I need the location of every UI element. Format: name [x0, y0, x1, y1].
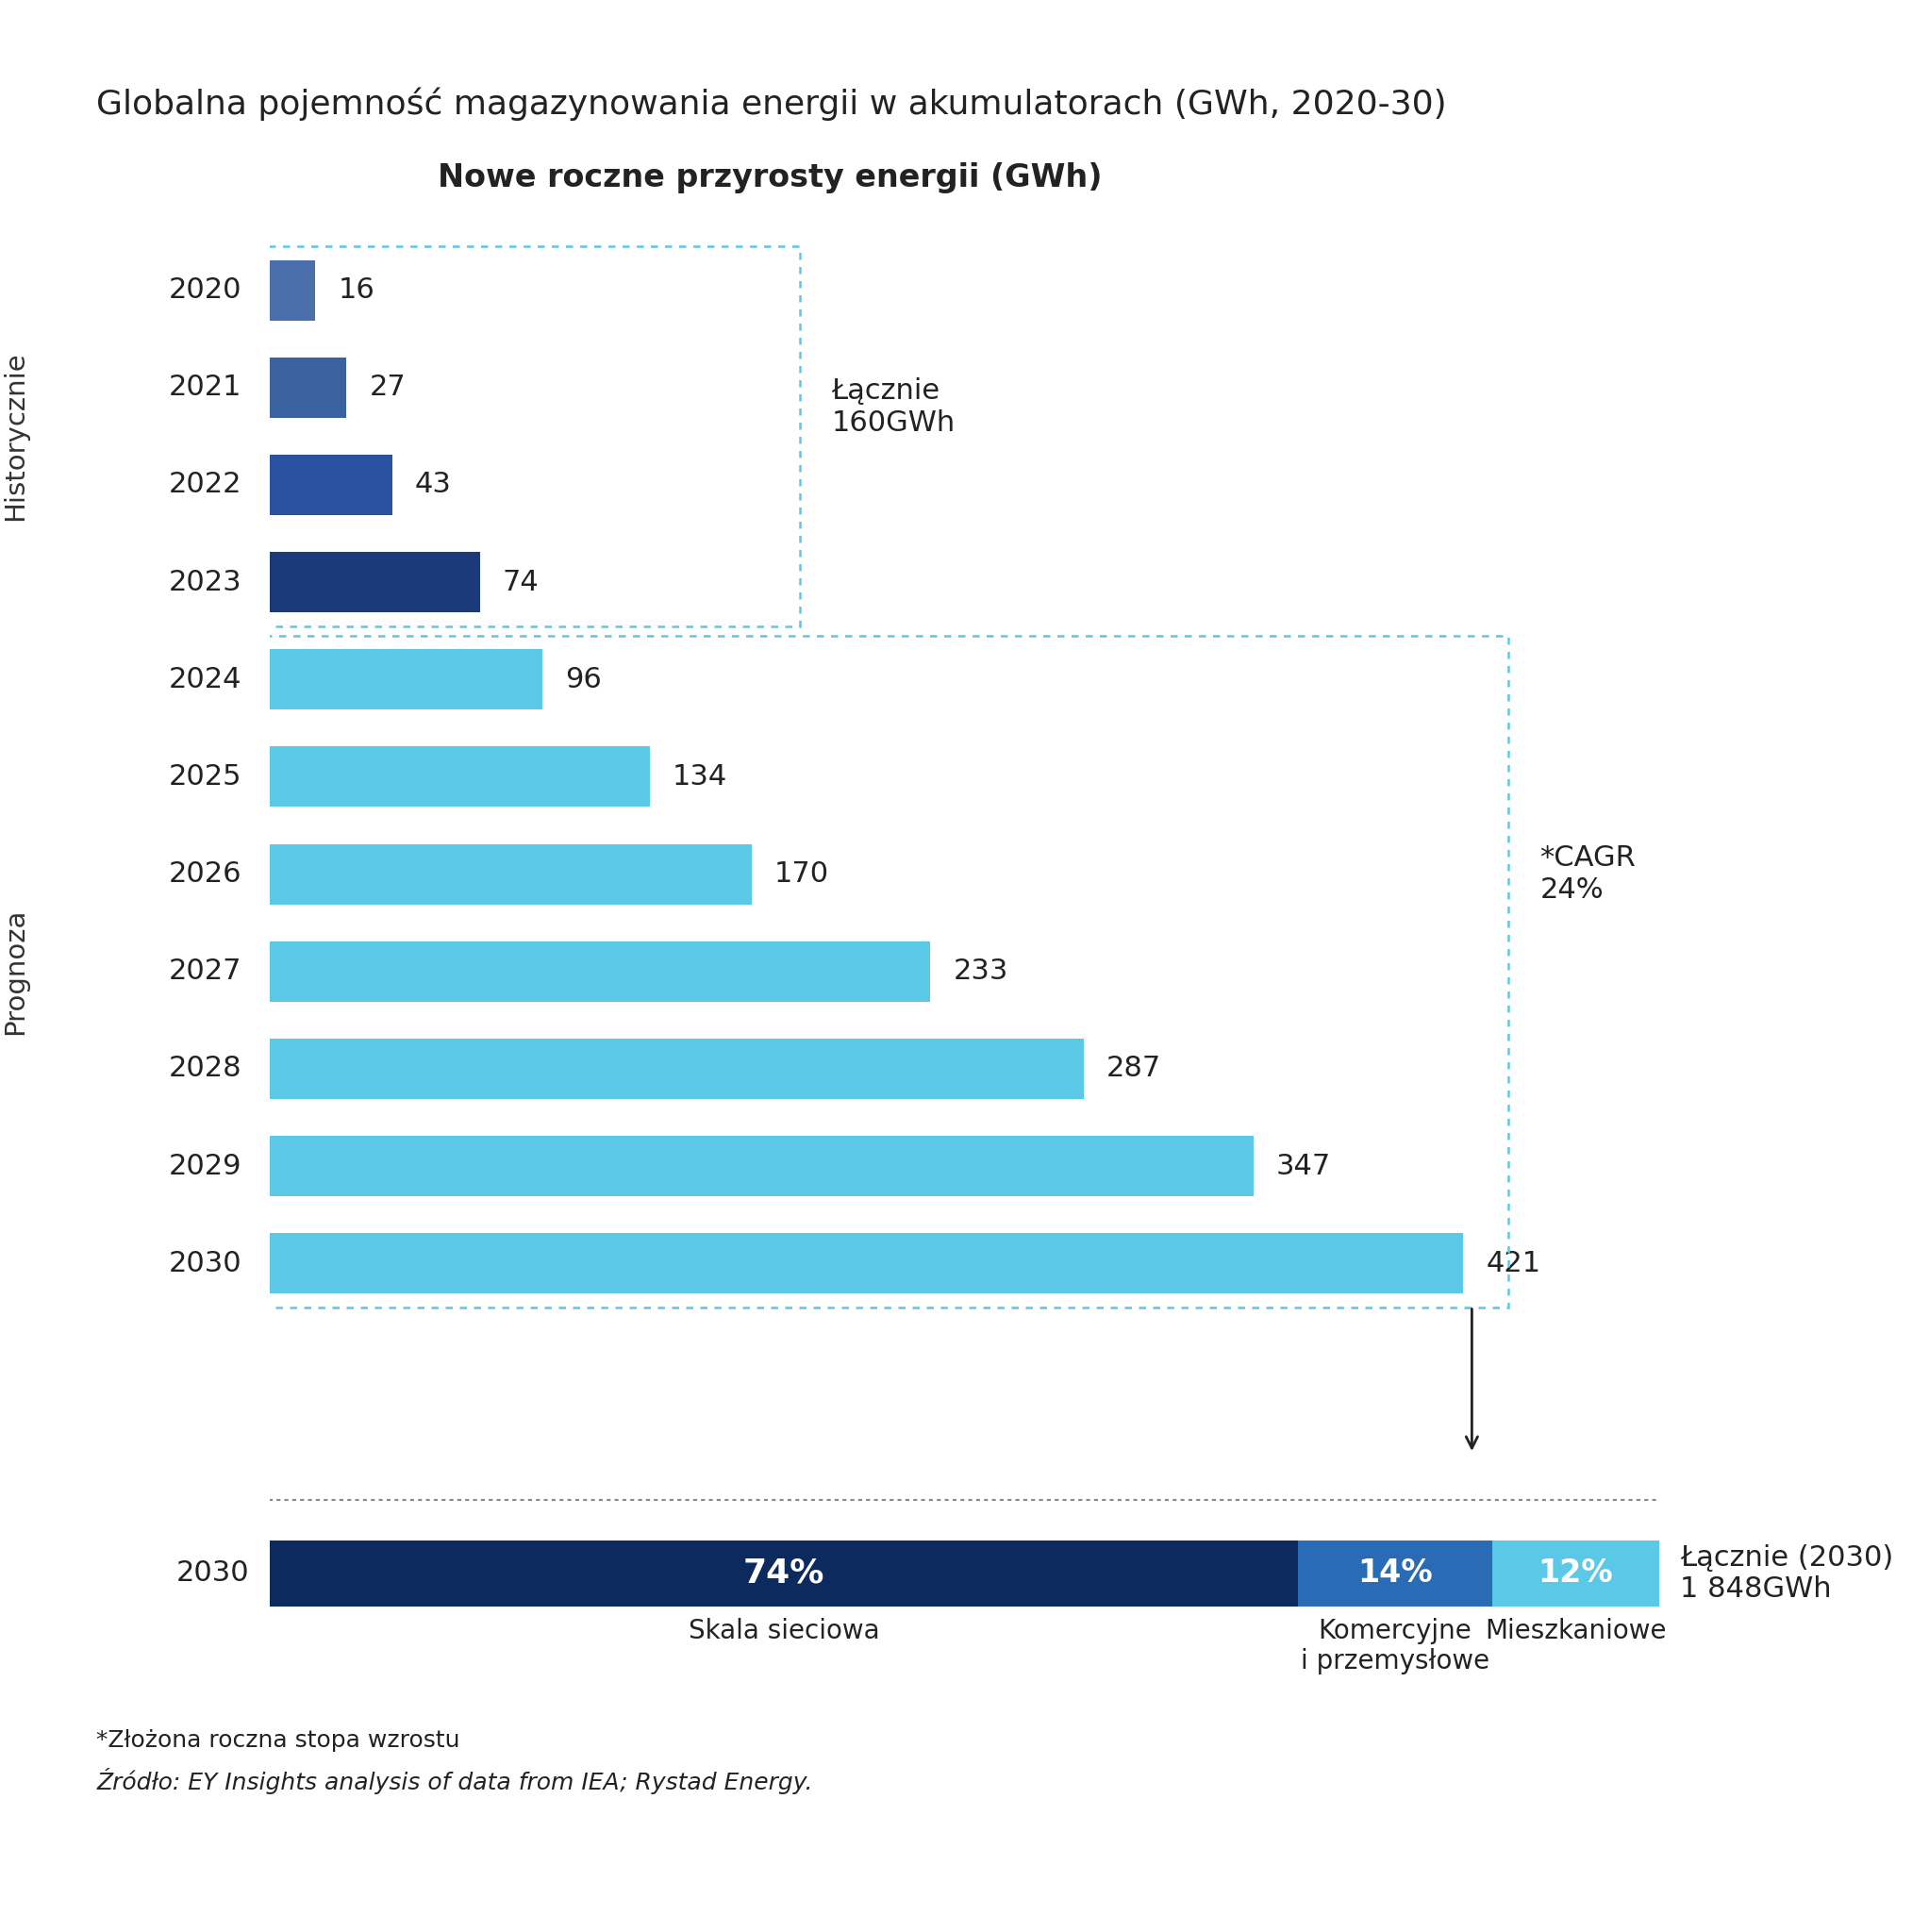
Text: Mieszkaniowe: Mieszkaniowe [1485, 1617, 1667, 1644]
Bar [270, 553, 480, 612]
Text: 2029: 2029 [168, 1151, 241, 1180]
Text: *CAGR
24%: *CAGR 24% [1539, 844, 1636, 904]
Text: 16: 16 [338, 276, 374, 303]
Text: 287: 287 [1105, 1055, 1161, 1082]
Bar [270, 1540, 1298, 1607]
Text: 421: 421 [1485, 1250, 1541, 1277]
Text: 14%: 14% [1358, 1557, 1433, 1588]
Text: Źródło: EY Insights analysis of data from IEA; Rystad Energy.: Źródło: EY Insights analysis of data fro… [96, 1768, 812, 1795]
Text: 96: 96 [565, 667, 602, 694]
Bar [270, 261, 316, 321]
Text: Komercyjne
i przemysłowe: Komercyjne i przemysłowe [1300, 1617, 1489, 1675]
Text: 2022: 2022 [168, 471, 241, 498]
Text: 27: 27 [368, 375, 405, 402]
Bar [270, 1233, 1464, 1293]
Text: 2021: 2021 [168, 375, 241, 402]
Text: 2024: 2024 [168, 667, 241, 694]
Text: 170: 170 [775, 860, 829, 887]
Text: 134: 134 [673, 763, 727, 790]
Bar [270, 454, 392, 516]
Text: Łącznie (2030)
1 848GWh: Łącznie (2030) 1 848GWh [1680, 1544, 1892, 1604]
Bar [270, 649, 542, 709]
Bar [270, 357, 347, 417]
Text: 2030: 2030 [168, 1250, 241, 1277]
Text: 12%: 12% [1537, 1557, 1613, 1588]
Text: 2028: 2028 [168, 1055, 241, 1082]
Text: Łącznie
160GWh: Łącznie 160GWh [831, 377, 955, 437]
Text: *Złożona roczna stopa wzrostu: *Złożona roczna stopa wzrostu [96, 1729, 461, 1752]
Bar [270, 1136, 1254, 1196]
Bar [1298, 1540, 1493, 1607]
Text: 233: 233 [953, 958, 1009, 985]
Text: Globalna pojemność magazynowania energii w akumulatorach (GWh, 2020-30): Globalna pojemność magazynowania energii… [96, 87, 1447, 120]
Bar [270, 844, 752, 904]
Bar [270, 1039, 1084, 1099]
Text: 2023: 2023 [168, 568, 241, 595]
Text: 2027: 2027 [168, 958, 241, 985]
Text: 43: 43 [415, 471, 451, 498]
Text: 2026: 2026 [168, 860, 241, 887]
Text: 74%: 74% [743, 1557, 826, 1590]
Text: Prognoza: Prognoza [2, 908, 29, 1036]
Text: Skala sieciowa: Skala sieciowa [689, 1617, 880, 1644]
Text: Historycznie: Historycznie [2, 352, 29, 522]
Text: 74: 74 [502, 568, 538, 595]
Text: 2030: 2030 [176, 1559, 249, 1586]
Bar [270, 941, 930, 1001]
Text: 347: 347 [1277, 1151, 1331, 1180]
Bar [270, 746, 650, 808]
Text: 2025: 2025 [168, 763, 241, 790]
Text: Nowe roczne przyrosty energii (GWh): Nowe roczne przyrosty energii (GWh) [438, 162, 1101, 193]
Text: 2020: 2020 [168, 276, 241, 303]
Bar [1493, 1540, 1659, 1607]
